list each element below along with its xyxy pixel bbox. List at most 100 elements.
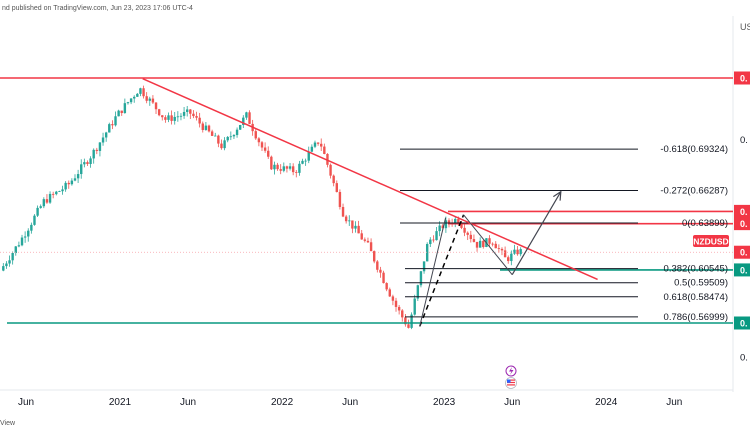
price-tag-resistance-2 bbox=[734, 217, 750, 231]
candle-body bbox=[154, 102, 158, 110]
candle-body bbox=[64, 182, 67, 190]
candle-body bbox=[192, 113, 195, 117]
fib-label-1: -0.272(0.66287) bbox=[660, 185, 728, 196]
candle-body bbox=[401, 310, 404, 318]
candle-body bbox=[366, 240, 370, 243]
candle-body bbox=[80, 164, 83, 175]
candle-body bbox=[304, 160, 307, 162]
candle-body bbox=[223, 140, 226, 149]
candle-body bbox=[164, 117, 167, 120]
symbol-badge-text: NZDUSD bbox=[693, 237, 728, 247]
y-tick-label-0: 0. bbox=[740, 135, 748, 146]
candle-body bbox=[351, 220, 354, 229]
published-caption: nd published on TradingView.com, Jun 23,… bbox=[2, 5, 193, 12]
candle-body bbox=[270, 156, 273, 170]
candle-body bbox=[488, 238, 491, 244]
candle-body bbox=[429, 239, 432, 245]
candle-body bbox=[344, 216, 348, 222]
candle-body bbox=[273, 164, 276, 170]
candle-body bbox=[397, 306, 401, 311]
x-tick-label-4: Jun bbox=[342, 397, 358, 408]
candle-body bbox=[494, 243, 497, 249]
candle-body bbox=[478, 240, 482, 248]
candle-body bbox=[503, 250, 507, 258]
candle-body bbox=[42, 199, 46, 207]
candle-body bbox=[189, 109, 192, 114]
projection-arrow-shaft bbox=[511, 191, 562, 275]
candle-body bbox=[23, 236, 27, 238]
candle-body bbox=[108, 124, 111, 133]
candle-body bbox=[8, 260, 11, 264]
candle-body bbox=[369, 242, 373, 252]
candle-body bbox=[360, 233, 363, 240]
x-tick-label-2: Jun bbox=[180, 397, 196, 408]
candle-body bbox=[413, 298, 416, 315]
candle-body bbox=[238, 125, 242, 130]
candle-body bbox=[407, 324, 410, 328]
candle-body bbox=[497, 248, 501, 249]
candle-body bbox=[101, 137, 105, 143]
candle-body bbox=[2, 266, 5, 271]
candle-body bbox=[126, 102, 130, 104]
candle-body bbox=[27, 230, 30, 237]
candle-body bbox=[30, 224, 33, 231]
candle-body bbox=[472, 239, 476, 242]
candle-body bbox=[323, 146, 326, 154]
candle-body bbox=[491, 243, 494, 245]
price-tag-support-bottom bbox=[734, 316, 750, 330]
candle-body bbox=[129, 98, 133, 103]
candle-body bbox=[98, 142, 102, 151]
x-tick-label-1: 2021 bbox=[109, 397, 132, 408]
candle-body bbox=[357, 225, 360, 234]
candle-body bbox=[136, 93, 139, 97]
candle-body bbox=[173, 116, 176, 121]
candle-body bbox=[14, 246, 17, 254]
candle-body bbox=[139, 88, 142, 94]
candle-body bbox=[285, 166, 289, 169]
candle-body bbox=[335, 183, 338, 192]
downtrend-line bbox=[142, 77, 598, 281]
price-tag-label-support-bottom: 0. bbox=[740, 319, 748, 329]
candle-body bbox=[86, 162, 89, 165]
candle-body bbox=[245, 112, 248, 118]
candle-body bbox=[276, 164, 279, 170]
fib-label-6: 0.786(0.56999) bbox=[664, 312, 728, 323]
candle-body bbox=[441, 225, 444, 229]
dividend-event-icon[interactable] bbox=[505, 365, 517, 377]
fib-label-2: 0(0.63899) bbox=[682, 218, 728, 229]
candle-body bbox=[279, 169, 282, 171]
candle-body bbox=[114, 116, 117, 126]
price-tag-resistance-top bbox=[734, 71, 750, 85]
candle-body bbox=[447, 220, 451, 224]
candle-body bbox=[167, 115, 170, 120]
candle-body bbox=[76, 174, 80, 179]
us-flag-event-icon[interactable] bbox=[505, 377, 517, 389]
candle-body bbox=[385, 283, 388, 290]
candle-body bbox=[288, 166, 292, 169]
candle-body bbox=[444, 220, 448, 229]
abc-dashed-swing bbox=[419, 214, 465, 327]
candle-body bbox=[45, 199, 49, 203]
candle-body bbox=[214, 135, 217, 137]
candle-body bbox=[363, 239, 367, 241]
candle-body bbox=[382, 272, 385, 284]
candle-body bbox=[185, 109, 189, 112]
candle-body bbox=[454, 218, 457, 224]
fib-label-5: 0.618(0.58474) bbox=[664, 292, 728, 303]
candle-body bbox=[482, 240, 485, 248]
price-tag-label-resistance-2: 0. bbox=[740, 219, 748, 229]
symbol-badge[interactable]: NZDUSD bbox=[693, 235, 729, 247]
candle-body bbox=[195, 116, 198, 118]
candle-body bbox=[372, 251, 376, 262]
candle-body bbox=[220, 143, 223, 149]
candle-body bbox=[391, 296, 395, 301]
candle-body bbox=[320, 143, 323, 147]
projection-arrow-head bbox=[553, 190, 562, 201]
abc-leg-b bbox=[463, 214, 513, 275]
candle-body bbox=[307, 151, 310, 161]
candle-body bbox=[58, 191, 61, 192]
candle-body bbox=[217, 135, 220, 144]
candle-body bbox=[83, 162, 86, 165]
candle-body bbox=[510, 253, 513, 262]
